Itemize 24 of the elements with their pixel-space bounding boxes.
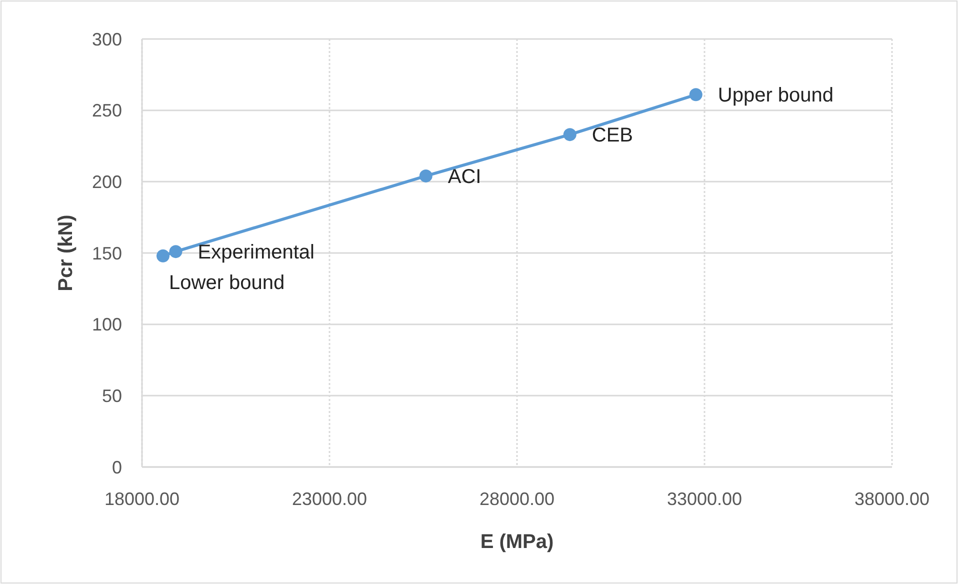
- y-axis-title: Pcr (kN): [55, 214, 77, 292]
- annotation: ACI: [448, 166, 482, 188]
- y-tick-label: 300: [92, 29, 122, 50]
- point: [156, 249, 170, 262]
- annotation: Experimental: [198, 242, 314, 264]
- y-tick-label: 50: [102, 386, 122, 406]
- x-axis-title: E (MPa): [480, 531, 554, 553]
- y-tick-label: 150: [92, 243, 122, 264]
- x-tick-label: 33000.00: [666, 489, 742, 509]
- y-tick-label: 250: [92, 100, 122, 121]
- y-tick-label: 200: [92, 172, 122, 192]
- x-tick-label: 38000.00: [854, 489, 930, 509]
- x-tick-label: 18000.00: [104, 489, 180, 509]
- y-tick-label: 100: [92, 314, 122, 335]
- point: [169, 245, 182, 258]
- annotation: Upper bound: [718, 84, 834, 107]
- point: [563, 128, 576, 142]
- point: [689, 88, 702, 102]
- y-tick-label: 0: [112, 457, 122, 478]
- x-tick-label: 23000.00: [292, 489, 368, 509]
- annotation: Lower bound: [169, 272, 285, 294]
- annotation: CEB: [592, 124, 633, 147]
- point: [419, 169, 432, 182]
- x-tick-label: 28000.00: [479, 489, 555, 509]
